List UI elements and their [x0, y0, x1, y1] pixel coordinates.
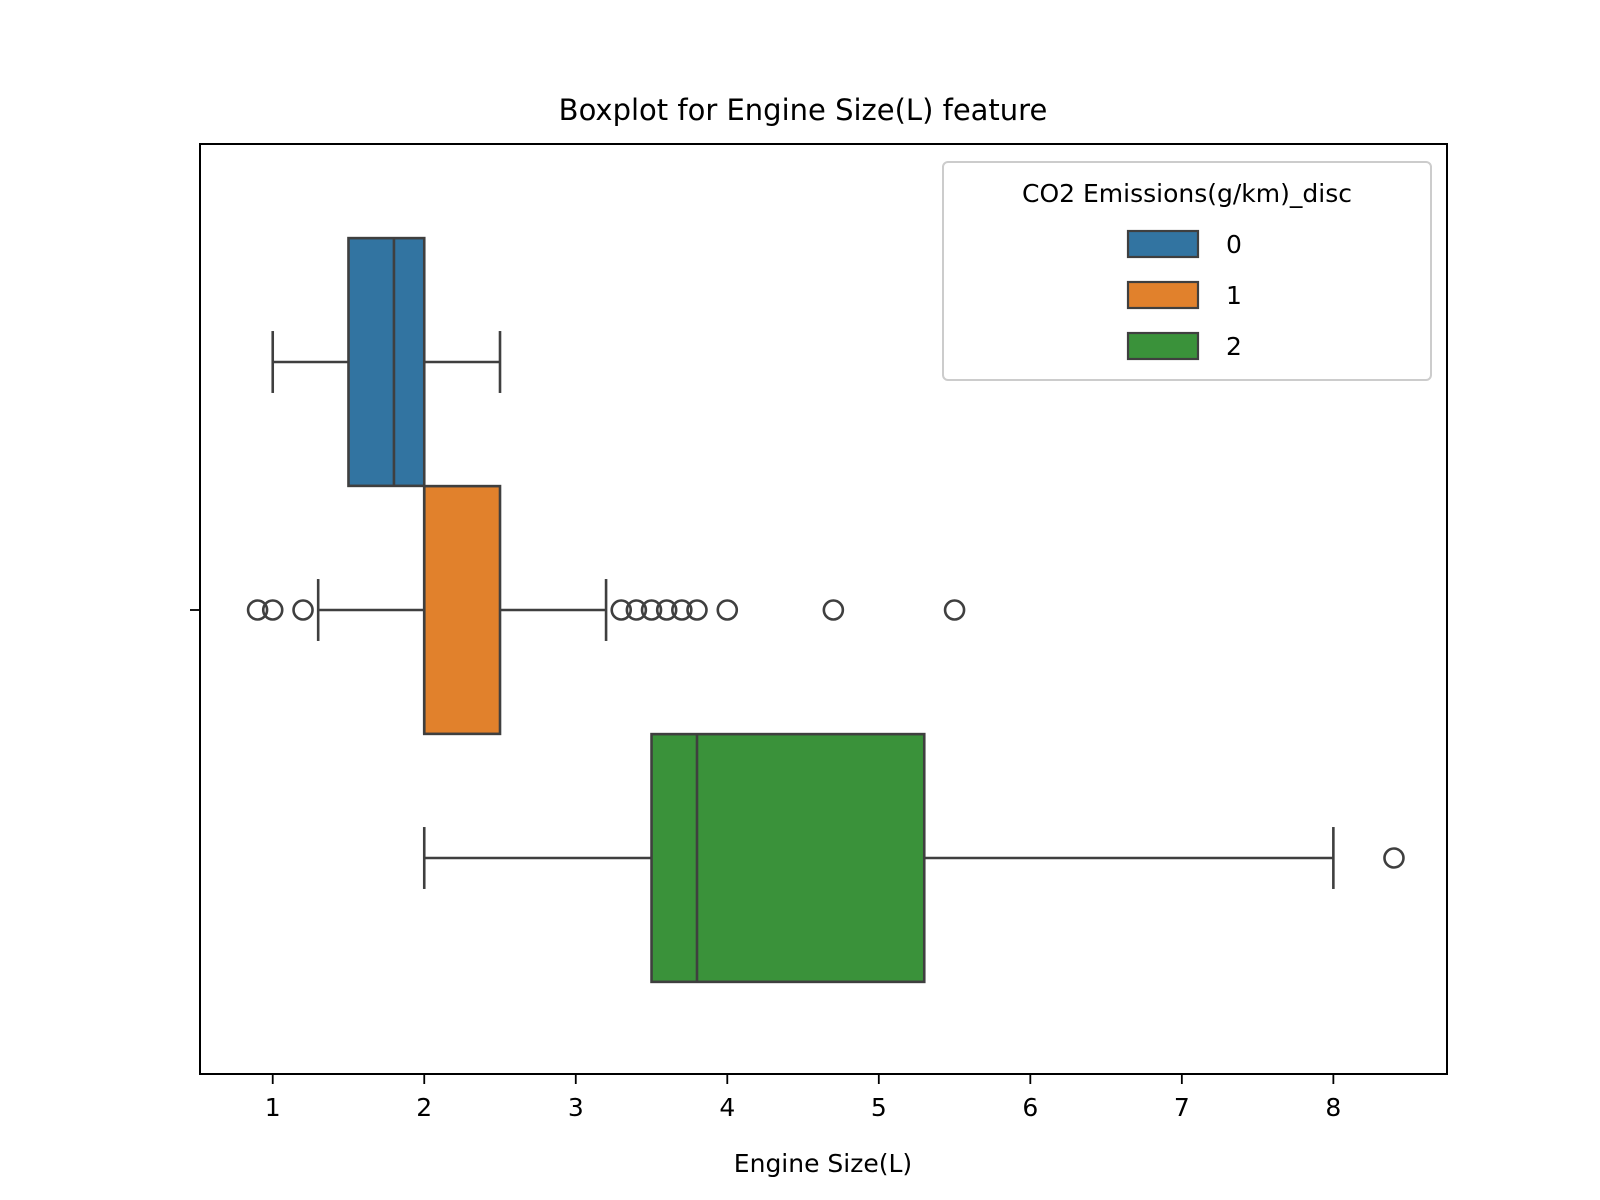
outlier-point: [943, 599, 966, 621]
x-axis: 1 2 3 4 5 6 7 8: [265, 1074, 1341, 1122]
legend-label-0: 0: [1226, 230, 1242, 259]
outlier-point: [655, 599, 678, 621]
chart-title: Boxplot for Engine Size(L) feature: [559, 93, 1048, 127]
outlier-point: [246, 599, 269, 621]
x-tick-label: 6: [1022, 1093, 1038, 1122]
box-2: [650, 732, 926, 984]
x-tick-label: 4: [719, 1093, 735, 1122]
legend-swatch-1: [1126, 280, 1200, 310]
legend-title: CO2 Emissions(g/km)_disc: [1022, 179, 1352, 208]
legend-swatch-0: [1126, 229, 1200, 259]
box-group-1: [246, 484, 966, 736]
plot-marks: [246, 236, 1405, 984]
legend-frame: [942, 161, 1432, 381]
legend-items: 0 1 2: [1126, 229, 1242, 361]
outlier-point: [686, 599, 708, 621]
legend-label-2: 2: [1226, 332, 1242, 361]
outlier-point: [822, 599, 845, 621]
legend-swatch-2: [1126, 331, 1200, 361]
x-tick-label: 7: [1174, 1093, 1190, 1122]
x-tick-label: 5: [871, 1093, 887, 1122]
outlier-point: [716, 599, 739, 621]
box-0: [347, 236, 426, 488]
outlier-point: [261, 599, 284, 621]
box-1: [422, 484, 502, 736]
x-tick-label: 2: [416, 1093, 432, 1122]
box-group-2: [422, 732, 1405, 984]
box-group-0: [271, 236, 502, 488]
outlier-point: [610, 599, 633, 621]
outlier-point: [671, 599, 693, 621]
outlier-point: [640, 599, 663, 621]
x-tick-label: 3: [568, 1093, 584, 1122]
legend: CO2 Emissions(g/km)_disc 0 1 2: [942, 161, 1432, 381]
outlier-point: [1383, 847, 1405, 869]
outlier-point: [292, 599, 314, 621]
x-axis-label: Engine Size(L): [734, 1149, 912, 1178]
outlier-point: [625, 599, 648, 621]
plot-area-frame: [199, 143, 1448, 1075]
legend-label-1: 1: [1226, 281, 1242, 310]
x-tick-label: 8: [1325, 1093, 1341, 1122]
x-tick-label: 1: [265, 1093, 281, 1122]
